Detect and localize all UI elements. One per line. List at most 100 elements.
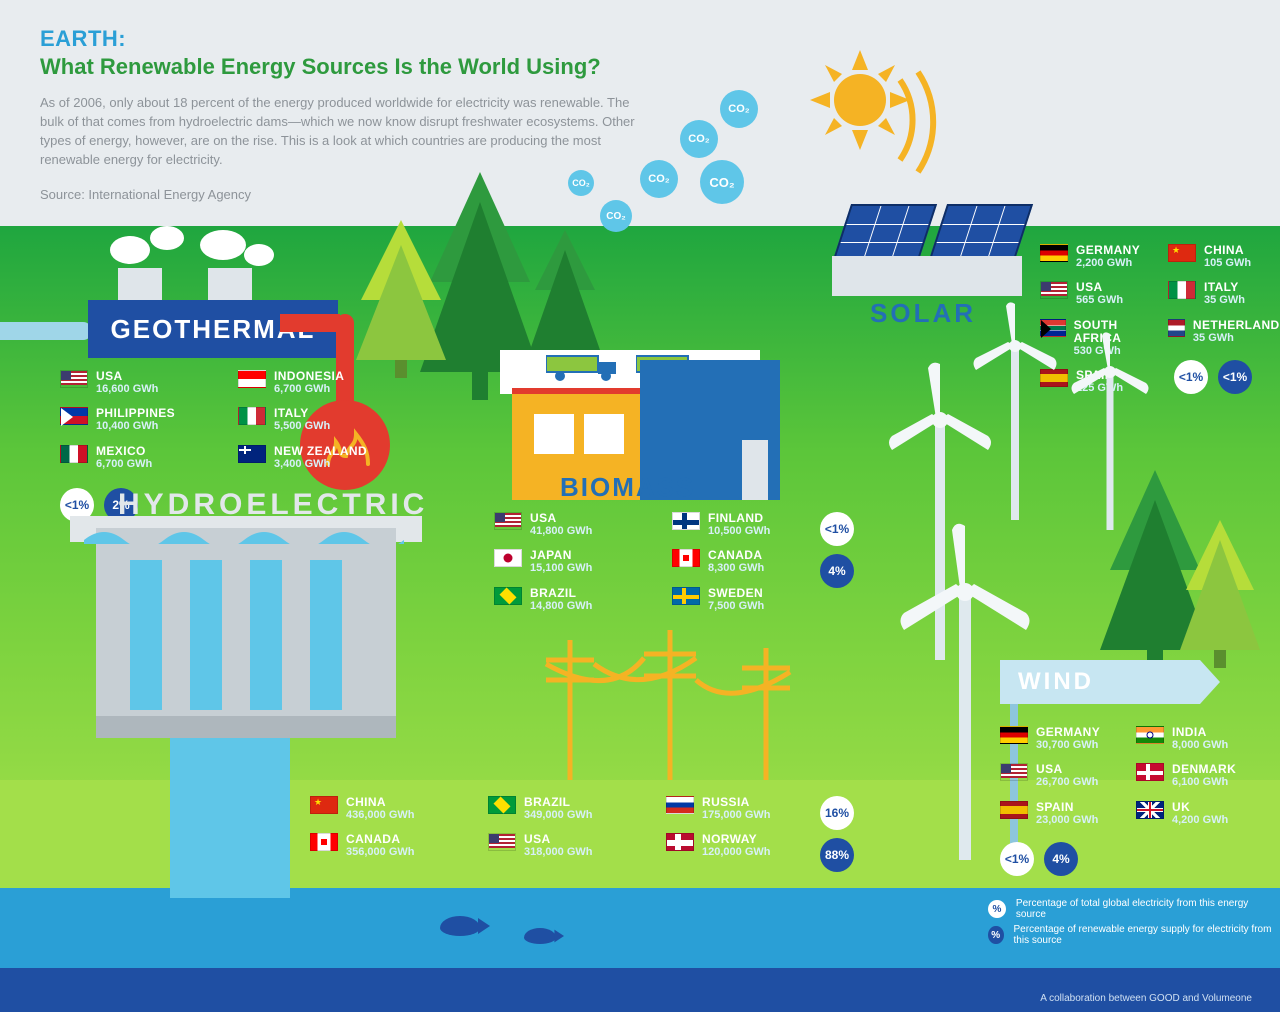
country-value: 3,400 GWh	[274, 458, 367, 470]
denmark-flag-icon	[1136, 763, 1164, 781]
biomass-label: BIOMASS	[560, 472, 695, 503]
country-stat: BRAZIL14,800 GWh	[494, 587, 654, 612]
solar-panel-icon	[929, 204, 1033, 260]
country-name: INDONESIA	[274, 370, 344, 383]
country-name: USA	[524, 833, 592, 846]
wind-stats: GERMANY30,700 GWhINDIA8,000 GWhUSA26,700…	[1000, 726, 1256, 876]
country-name: DENMARK	[1172, 763, 1236, 776]
pct-renewable-badge: 4%	[820, 554, 854, 588]
wind-label: WIND	[1018, 668, 1094, 696]
truck-icon	[546, 348, 626, 382]
country-name: CANADA	[708, 549, 764, 562]
co2-bubble: CO₂	[720, 90, 758, 128]
russia-flag-icon	[666, 796, 694, 814]
country-stat: NETHERLANDS35 GWh	[1168, 319, 1280, 357]
country-value: 349,000 GWh	[524, 809, 592, 821]
japan-flag-icon	[494, 549, 522, 567]
brazil-flag-icon	[488, 796, 516, 814]
canada-flag-icon	[672, 549, 700, 567]
country-name: USA	[1036, 763, 1098, 776]
co2-bubble: CO₂	[600, 200, 632, 232]
factory-window-icon	[534, 414, 574, 454]
country-stat: FINLAND10,500 GWh	[672, 512, 832, 537]
infographic-canvas: EARTH: What Renewable Energy Sources Is …	[0, 0, 1280, 1012]
steam-cloud-icon	[200, 230, 246, 260]
country-stat: UK4,200 GWh	[1136, 801, 1256, 826]
wind-banner: WIND	[1000, 660, 1200, 704]
canada-flag-icon	[310, 833, 338, 851]
dam-spillway-icon	[130, 560, 162, 710]
country-value: 6,100 GWh	[1172, 776, 1236, 788]
country-value: 26,700 GWh	[1036, 776, 1098, 788]
country-name: CANADA	[346, 833, 414, 846]
country-name: MEXICO	[96, 445, 152, 458]
pct-renewable-badge: <1%	[1218, 360, 1252, 394]
country-name: RUSSIA	[702, 796, 770, 809]
country-name: SPAIN	[1036, 801, 1098, 814]
country-stat: CANADA8,300 GWh	[672, 549, 832, 574]
country-name: GERMANY	[1076, 244, 1140, 257]
factory-door-icon	[742, 440, 768, 500]
stat-grid: GERMANY30,700 GWhINDIA8,000 GWhUSA26,700…	[1000, 726, 1256, 836]
country-value: 318,000 GWh	[524, 846, 592, 858]
co2-bubble: CO₂	[640, 160, 678, 198]
country-name: NORWAY	[702, 833, 770, 846]
germany-flag-icon	[1040, 244, 1068, 262]
country-value: 8,000 GWh	[1172, 739, 1228, 751]
solar-pct-row: <1% <1%	[1174, 360, 1252, 394]
india-flag-icon	[1136, 726, 1164, 744]
country-name: FINLAND	[708, 512, 770, 525]
steam-cloud-icon	[244, 244, 274, 266]
country-value: 16,600 GWh	[96, 383, 158, 395]
legend-swatch-blue: %	[988, 926, 1004, 944]
steam-cloud-icon	[110, 236, 150, 264]
finland-flag-icon	[672, 512, 700, 530]
country-value: 10,400 GWh	[96, 420, 175, 432]
steam-cloud-icon	[150, 226, 184, 250]
country-name: SWEDEN	[708, 587, 764, 600]
country-stat: USA16,600 GWh	[60, 370, 220, 395]
country-name: USA	[96, 370, 158, 383]
country-stat: NORWAY120,000 GWh	[666, 833, 826, 858]
pct-global-badge: <1%	[820, 512, 854, 546]
co2-bubble: CO₂	[568, 170, 594, 196]
country-name: GERMANY	[1036, 726, 1100, 739]
country-stat: SWEDEN7,500 GWh	[672, 587, 832, 612]
legend-swatch-white: %	[988, 900, 1006, 918]
china-flag-icon	[310, 796, 338, 814]
country-value: 10,500 GWh	[708, 525, 770, 537]
usa-flag-icon	[494, 512, 522, 530]
biomass-stats: USA41,800 GWhFINLAND10,500 GWhJAPAN15,10…	[494, 512, 832, 622]
country-name: ITALY	[1204, 281, 1245, 294]
country-stat: USA26,700 GWh	[1000, 763, 1130, 788]
country-name: INDIA	[1172, 726, 1228, 739]
usa-flag-icon	[1000, 763, 1028, 781]
sweden-flag-icon	[672, 587, 700, 605]
country-stat: ITALY5,500 GWh	[238, 407, 398, 432]
country-value: 6,700 GWh	[96, 458, 152, 470]
germany-flag-icon	[1000, 726, 1028, 744]
pct-global-badge: <1%	[1000, 842, 1034, 876]
country-value: 23,000 GWh	[1036, 814, 1098, 826]
hydro-stats: CHINA436,000 GWhBRAZIL349,000 GWhRUSSIA1…	[310, 796, 826, 869]
country-stat: BRAZIL349,000 GWh	[488, 796, 648, 821]
country-stat: PHILIPPINES10,400 GWh	[60, 407, 220, 432]
italy-flag-icon	[238, 407, 266, 425]
pct-global-badge: <1%	[1174, 360, 1208, 394]
dam-outflow-icon	[170, 738, 290, 898]
country-stat: ITALY35 GWh	[1168, 281, 1280, 306]
country-value: 436,000 GWh	[346, 809, 414, 821]
uk-flag-icon	[1136, 801, 1164, 819]
country-stat: CHINA105 GWh	[1168, 244, 1280, 269]
china-flag-icon	[1168, 244, 1196, 262]
stat-grid: CHINA436,000 GWhBRAZIL349,000 GWhRUSSIA1…	[310, 796, 826, 869]
solar-panel-icon	[833, 204, 937, 260]
heat-pipe-icon	[280, 314, 340, 332]
country-value: 4,200 GWh	[1172, 814, 1228, 826]
country-stat: SPAIN23,000 GWh	[1000, 801, 1130, 826]
pct-global-badge: 16%	[820, 796, 854, 830]
country-value: 41,800 GWh	[530, 525, 592, 537]
footer-band	[0, 968, 1280, 1012]
country-name: CHINA	[1204, 244, 1251, 257]
hydro-pct-row: 16% 88%	[820, 796, 854, 872]
